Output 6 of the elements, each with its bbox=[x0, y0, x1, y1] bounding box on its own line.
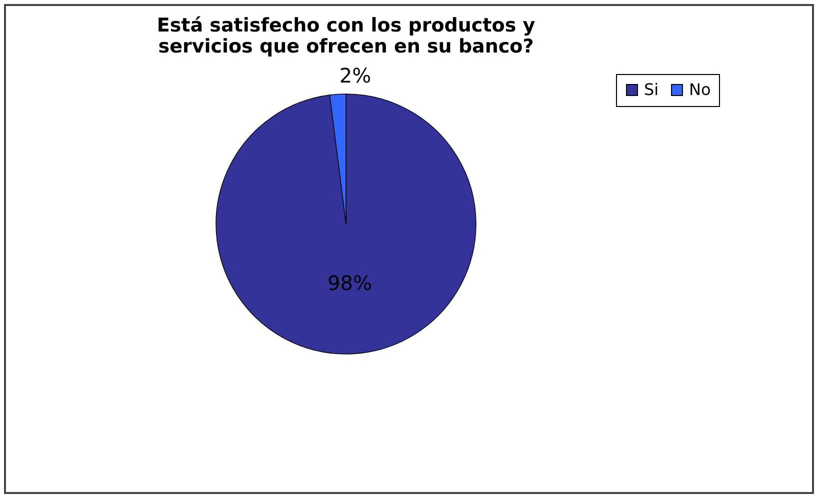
legend-label: No bbox=[689, 80, 711, 99]
pie-slice bbox=[216, 94, 476, 354]
legend-label: Si bbox=[644, 80, 659, 99]
data-label: 98% bbox=[328, 270, 372, 295]
data-label: 2% bbox=[339, 63, 372, 88]
chart-title: Está satisfecho con los productos y servicios que ofrecen en su banco? bbox=[156, 14, 536, 58]
